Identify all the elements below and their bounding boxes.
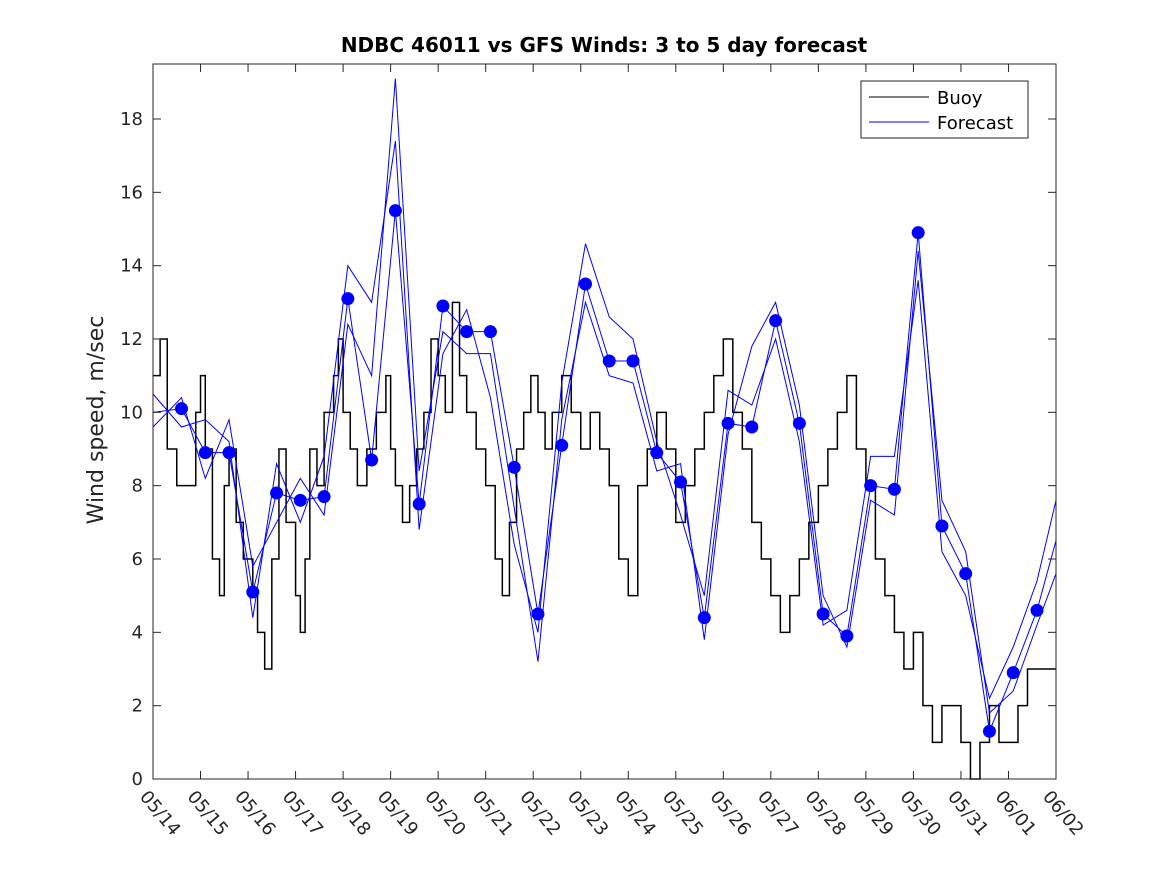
- y-axis-label: Wind speed, m/sec: [84, 316, 109, 525]
- y-tick-label: 6: [132, 549, 143, 570]
- y-tick-label: 2: [132, 696, 143, 717]
- y-axis-ticks: 0 2 4 6 8 10 12 14 16 18: [120, 109, 1056, 790]
- buoy-line: [153, 301, 1056, 780]
- legend-box: [860, 80, 1029, 139]
- forecast-line-3: [152, 78, 1057, 715]
- forecast-marker: [959, 567, 973, 581]
- y-tick-label: 0: [132, 769, 143, 790]
- forecast-marker: [982, 724, 996, 738]
- forecast-marker: [745, 420, 759, 434]
- forecast-marker: [840, 629, 854, 643]
- legend-forecast-label: Forecast: [937, 113, 1013, 134]
- forecast-marker: [483, 325, 497, 339]
- forecast-marker: [887, 482, 901, 496]
- y-tick-label: 14: [120, 256, 143, 277]
- forecast-marker: [911, 226, 925, 240]
- forecast-marker: [1006, 666, 1020, 680]
- y-tick-label: 16: [120, 182, 143, 203]
- forecast-marker: [246, 585, 260, 599]
- buoy-series-layer: [153, 301, 1056, 780]
- forecast-marker: [650, 446, 664, 460]
- forecast-marker: [864, 479, 878, 493]
- axes-frame: [152, 63, 1057, 780]
- forecast-marker: [674, 475, 688, 489]
- forecast-marker: [555, 438, 569, 452]
- legend: Buoy Forecast: [860, 80, 1029, 139]
- forecast-marker: [175, 402, 189, 416]
- forecast-marker: [626, 354, 640, 368]
- forecast-marker: [578, 277, 592, 291]
- forecast-marker: [935, 519, 949, 533]
- y-tick-label: 12: [120, 329, 143, 350]
- forecast-marker: [412, 497, 426, 511]
- forecast-marker: [792, 416, 806, 430]
- forecast-marker: [388, 204, 402, 218]
- forecast-marker: [460, 325, 474, 339]
- forecast-marker: [816, 607, 830, 621]
- forecast-marker: [602, 354, 616, 368]
- y-tick-label: 10: [120, 402, 143, 423]
- legend-buoy-label: Buoy: [937, 88, 983, 109]
- forecast-marker: [198, 446, 212, 460]
- forecast-marker: [531, 607, 545, 621]
- forecast-marker: [507, 460, 521, 474]
- forecast-marker: [1030, 603, 1044, 617]
- forecast-marker: [721, 416, 735, 430]
- forecast-marker: [270, 486, 284, 500]
- forecast-marker: [222, 446, 236, 460]
- y-tick-label: 8: [132, 476, 143, 497]
- chart-title: NDBC 46011 vs GFS Winds: 3 to 5 day fore…: [341, 33, 868, 57]
- forecast-marker: [436, 299, 450, 313]
- forecast-marker: [365, 453, 379, 467]
- forecast-marker: [697, 611, 711, 625]
- forecast-marker: [293, 493, 307, 507]
- forecast-marker: [317, 490, 331, 504]
- forecast-marker-layer: [175, 204, 1044, 738]
- forecast-marker: [769, 314, 783, 328]
- plot-area: [152, 78, 1057, 780]
- y-tick-label: 4: [132, 622, 143, 643]
- y-tick-label: 18: [120, 109, 143, 130]
- forecast-marker: [341, 292, 355, 306]
